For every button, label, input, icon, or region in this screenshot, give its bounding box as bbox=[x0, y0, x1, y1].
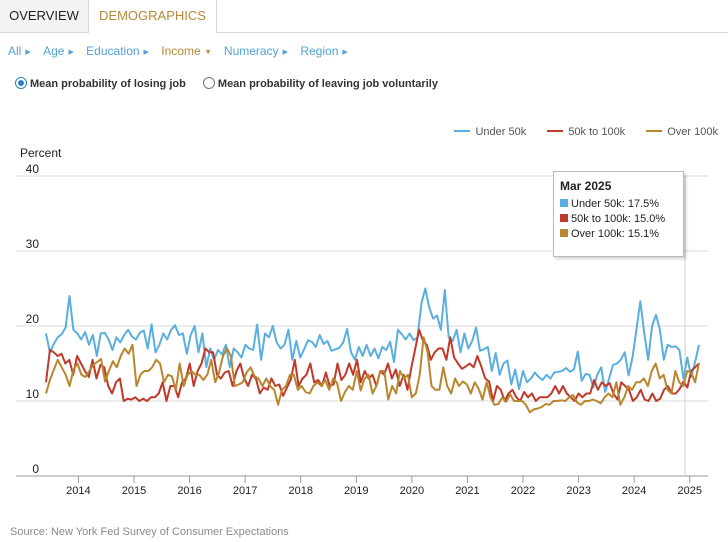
x-tick-label: 2019 bbox=[344, 485, 368, 497]
x-tick-label: 2022 bbox=[511, 485, 535, 497]
radio-leaving-job[interactable]: Mean probability of leaving job voluntar… bbox=[202, 77, 438, 90]
x-tick-label: 2025 bbox=[677, 485, 701, 497]
triangle-right-icon: ▶ bbox=[68, 49, 74, 56]
tab-demographics[interactable]: DEMOGRAPHICS bbox=[89, 0, 217, 33]
legend-over-100k[interactable]: Over 100k bbox=[646, 126, 718, 138]
filter-education-label: Education bbox=[86, 44, 140, 58]
tooltip-row-over-100k: Over 100k: 15.1% bbox=[560, 228, 677, 240]
tooltip-swatch bbox=[560, 214, 568, 222]
legend-50k-100k[interactable]: 50k to 100k bbox=[547, 126, 625, 138]
filter-age-label: Age bbox=[43, 44, 65, 58]
x-tick-label: 2023 bbox=[566, 485, 590, 497]
x-tick-label: 2015 bbox=[122, 485, 146, 497]
filter-numeracy-label: Numeracy bbox=[223, 44, 279, 58]
legend-over-100k-label: Over 100k bbox=[667, 126, 718, 138]
radio-selected-icon bbox=[15, 77, 27, 89]
y-tick-label: 20 bbox=[26, 312, 40, 326]
chart-tooltip: Mar 2025 Under 50k: 17.5% 50k to 100k: 1… bbox=[553, 171, 684, 257]
legend-under-50k[interactable]: Under 50k bbox=[454, 126, 526, 138]
tooltip-50k-100k-text: 50k to 100k: 15.0% bbox=[571, 213, 666, 225]
tab-overview[interactable]: OVERVIEW bbox=[0, 0, 89, 32]
tab-bar: OVERVIEW DEMOGRAPHICS bbox=[0, 0, 728, 33]
x-tick-label: 2014 bbox=[66, 485, 90, 497]
legend-under-50k-label: Under 50k bbox=[475, 126, 527, 138]
triangle-right-icon: ▶ bbox=[342, 49, 348, 56]
filter-age[interactable]: Age ▶ bbox=[43, 44, 74, 58]
x-tick-label: 2016 bbox=[177, 485, 201, 497]
triangle-right-icon: ▶ bbox=[25, 49, 31, 56]
y-axis-label: Percent bbox=[20, 146, 62, 160]
series-line-under-50k bbox=[45, 287, 700, 393]
x-tick-label: 2024 bbox=[622, 485, 646, 497]
tooltip-title: Mar 2025 bbox=[560, 179, 612, 193]
x-tick-label: 2021 bbox=[455, 485, 479, 497]
filter-nav: All ▶ Age ▶ Education ▶ Income ▼ Numeracy ▶ R… bbox=[8, 44, 357, 58]
chart-legend: Under 50k 50k to 100k Over 100k bbox=[436, 126, 718, 138]
tooltip-under-50k-text: Under 50k: 17.5% bbox=[571, 198, 660, 210]
y-tick-label: 10 bbox=[26, 387, 40, 401]
legend-swatch bbox=[547, 130, 564, 132]
filter-region-label: Region bbox=[300, 44, 339, 58]
radio-empty-icon bbox=[202, 77, 215, 89]
radio-losing-job-label: Mean probability of losing job bbox=[30, 78, 186, 90]
x-tick-label: 2020 bbox=[400, 485, 424, 497]
measure-radio-group: Mean probability of losing job Mean prob… bbox=[15, 77, 452, 90]
x-tick-label: 2017 bbox=[233, 485, 257, 497]
legend-swatch bbox=[454, 130, 471, 132]
filter-numeracy[interactable]: Numeracy ▶ bbox=[224, 44, 288, 58]
triangle-right-icon: ▶ bbox=[282, 49, 288, 56]
triangle-down-icon: ▼ bbox=[204, 49, 212, 56]
tooltip-swatch bbox=[560, 229, 568, 237]
source-note: Source: New York Fed Survey of Consumer … bbox=[10, 526, 289, 538]
tooltip-row-under-50k: Under 50k: 17.5% bbox=[560, 198, 677, 210]
radio-losing-job[interactable]: Mean probability of losing job bbox=[15, 77, 186, 90]
y-tick-label: 40 bbox=[26, 162, 40, 176]
series-line-over-100k bbox=[45, 336, 700, 414]
filter-all[interactable]: All ▶ bbox=[8, 44, 31, 58]
x-tick-label: 2018 bbox=[288, 485, 312, 497]
series-line-50k-to-100k bbox=[45, 328, 700, 402]
filter-income-label: Income bbox=[161, 44, 201, 58]
y-tick-label: 30 bbox=[26, 237, 40, 251]
triangle-right-icon: ▶ bbox=[143, 49, 149, 56]
legend-swatch bbox=[646, 130, 663, 132]
tooltip-over-100k-text: Over 100k: 15.1% bbox=[571, 228, 660, 240]
tooltip-row-50k-100k: 50k to 100k: 15.0% bbox=[560, 213, 677, 225]
legend-50k-100k-label: 50k to 100k bbox=[568, 126, 626, 138]
radio-leaving-job-label: Mean probability of leaving job voluntar… bbox=[217, 78, 438, 90]
filter-education[interactable]: Education ▶ bbox=[86, 44, 149, 58]
tooltip-swatch bbox=[560, 199, 568, 207]
filter-all-label: All bbox=[8, 44, 22, 58]
filter-income[interactable]: Income ▼ bbox=[161, 44, 211, 58]
y-tick-label: 0 bbox=[32, 462, 39, 476]
filter-region[interactable]: Region ▶ bbox=[300, 44, 347, 58]
